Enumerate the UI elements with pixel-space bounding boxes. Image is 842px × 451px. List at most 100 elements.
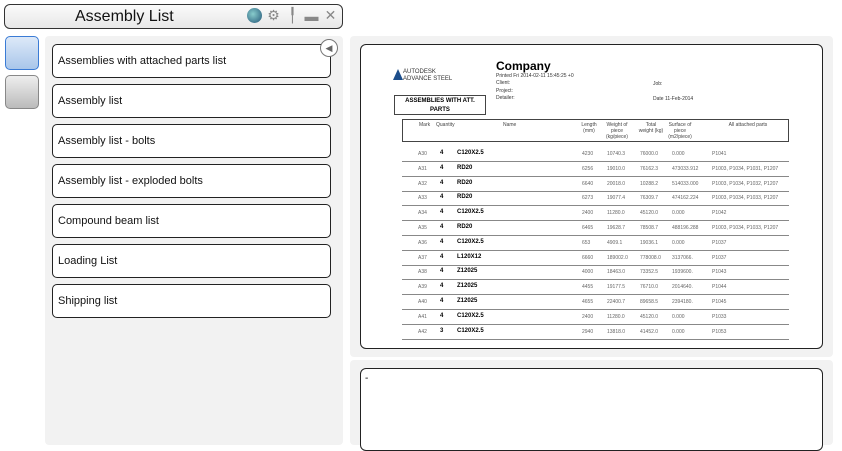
table-cell: 778008.0 xyxy=(640,254,661,261)
table-cell: C120X2.5 xyxy=(457,209,484,216)
report-item[interactable]: Shipping list xyxy=(52,284,331,318)
table-cell: Z12025 xyxy=(457,298,478,304)
table-row: A42 3 C120X2.5 2940 13818.0 41452.0 0.000 P1053 xyxy=(402,325,789,340)
table-cell: 10288.2 xyxy=(640,180,659,187)
table-cell: Z12025 xyxy=(457,283,478,290)
table-cell: A33 xyxy=(418,195,427,202)
details-text: - xyxy=(365,373,369,384)
table-cell: P1033 xyxy=(712,313,727,320)
table-cell: C120X2.5 xyxy=(457,327,484,334)
table-cell: A31 xyxy=(418,165,427,172)
table-cell: 0.000 xyxy=(672,210,685,217)
table-cell: RD20 xyxy=(457,179,473,186)
table-cell: 1939600. xyxy=(672,269,693,276)
table-cell: A34 xyxy=(418,210,427,217)
table-cell: A38 xyxy=(418,269,427,276)
table-cell: 474162.224 xyxy=(672,195,699,202)
autodesk-logo: AUTODESK ADVANCE STEEL xyxy=(393,69,452,83)
table-cell: 45120.0 xyxy=(640,313,659,320)
gear-icon[interactable]: ⚙ xyxy=(267,7,280,23)
table-cell: RD20 xyxy=(457,164,473,171)
table-cell: 4 xyxy=(440,150,444,156)
table-cell: 19036.1 xyxy=(640,239,659,246)
table-cell: A37 xyxy=(418,254,427,261)
table-cell: P1003, P1034, P1033, P1207 xyxy=(712,195,779,202)
table-cell: 76309.7 xyxy=(640,195,659,202)
collapse-icon[interactable]: ◀ xyxy=(320,39,338,57)
table-cell: A41 xyxy=(418,313,427,320)
table-cell: 2940 xyxy=(582,328,594,335)
table-cell: 6465 xyxy=(582,225,594,231)
table-cell: 89658.5 xyxy=(640,299,659,305)
table-row: A41 4 C120X2.5 2400 11280.0 45120.0 0.000 P1033 xyxy=(402,310,789,325)
table-cell: P1044 xyxy=(712,284,727,291)
table-cell: 4 xyxy=(440,283,444,290)
table-cell: 76710.0 xyxy=(640,284,659,291)
table-row: A33 4 RD20 6273 19077.4 76309.7 474162.224 P100… xyxy=(402,191,789,207)
pin-icon[interactable]: ╿ xyxy=(288,7,297,23)
report-item[interactable]: Loading List xyxy=(52,244,331,278)
table-cell: 45120.0 xyxy=(640,210,659,217)
minimize-icon[interactable]: ▬ xyxy=(304,7,319,24)
table-cell: RD20 xyxy=(457,224,473,230)
table-cell: 0.000 xyxy=(672,151,685,157)
table-cell: 6273 xyxy=(582,195,594,202)
table-cell: 0.000 xyxy=(672,313,685,320)
globe-icon[interactable] xyxy=(247,8,262,23)
table-cell: P1003, P1034, P1032, P1207 xyxy=(712,180,779,187)
window-title: Assembly List xyxy=(75,8,174,25)
table-cell: 6256 xyxy=(582,165,594,172)
table-cell: 653 xyxy=(582,239,591,246)
table-cell: 3 xyxy=(440,327,444,334)
table-cell: 4 xyxy=(440,312,444,319)
table-cell: P1043 xyxy=(712,269,727,276)
table-cell: 4230 xyxy=(582,151,594,157)
table-cell: 2014640. xyxy=(672,284,693,291)
table-cell: A32 xyxy=(418,180,427,187)
table-cell: 11280.0 xyxy=(607,313,625,320)
table-cell: 22400.7 xyxy=(607,299,626,305)
table-header: Mark Quantity Name Length (mm) Weight of… xyxy=(402,119,789,142)
report-item[interactable]: Assemblies with attached parts list xyxy=(52,44,331,78)
table-cell: 4 xyxy=(440,164,444,171)
preview-panel: AUTODESK ADVANCE STEEL Company ASSEMBLIES… xyxy=(350,36,833,357)
table-cell: L120X12 xyxy=(457,253,482,260)
assembly-lists-tab[interactable] xyxy=(5,36,39,70)
table-cell: 76000.0 xyxy=(640,151,659,157)
table-cell: 41452.0 xyxy=(640,328,659,335)
report-item[interactable]: Compound beam list xyxy=(52,204,331,238)
table-cell: A40 xyxy=(418,299,427,305)
table-cell: P1037 xyxy=(712,239,727,246)
table-row: A36 4 C120X2.5 653 4909.1 19036.1 0.000 P1037 xyxy=(402,236,789,251)
report-item[interactable]: Assembly list - exploded bolts xyxy=(52,164,331,198)
table-row: A37 4 L120X12 6660 189002.0 778008.0 3137066. P… xyxy=(402,251,789,266)
table-cell: 4 xyxy=(440,298,444,304)
table-cell: 4 xyxy=(440,253,444,260)
close-icon[interactable]: ✕ xyxy=(324,7,337,23)
table-cell: 2400 xyxy=(582,313,594,320)
table-row: A34 4 C120X2.5 2400 11280.0 45120.0 0.000 P1042 xyxy=(402,206,789,222)
table-cell: 78508.7 xyxy=(640,225,659,231)
report-item[interactable]: Assembly list - bolts xyxy=(52,124,331,158)
parts-lists-tab[interactable] xyxy=(5,75,39,109)
table-cell: 2400 xyxy=(582,210,594,217)
table-cell: 19628.7 xyxy=(607,225,626,231)
report-item[interactable]: Assembly list xyxy=(52,84,331,118)
report-list-panel: Assemblies with attached parts list Asse… xyxy=(45,36,343,445)
details-panel: - xyxy=(350,360,833,451)
table-cell: RD20 xyxy=(457,194,473,201)
table-cell: C120X2.5 xyxy=(457,150,484,156)
table-cell: 4655 xyxy=(582,299,594,305)
table-cell: 0.000 xyxy=(672,328,685,335)
table-row: A32 4 RD20 6640 20018.0 10288.2 514033.000 P100… xyxy=(402,177,789,192)
table-cell: P1003, P1034, P1031, P1207 xyxy=(712,165,779,172)
table-row: A35 4 RD20 6465 19628.7 78508.7 488196.288 P100… xyxy=(402,221,789,236)
table-cell: 4 xyxy=(440,179,444,186)
company-name: Company xyxy=(496,59,551,73)
table-cell: 10740.3 xyxy=(607,151,626,157)
table-cell: P1037 xyxy=(712,254,727,261)
table-cell: 20018.0 xyxy=(607,180,626,187)
table-cell: C120X2.5 xyxy=(457,312,484,319)
table-cell: 4 xyxy=(440,224,444,230)
table-cell: 19010.0 xyxy=(607,165,626,172)
